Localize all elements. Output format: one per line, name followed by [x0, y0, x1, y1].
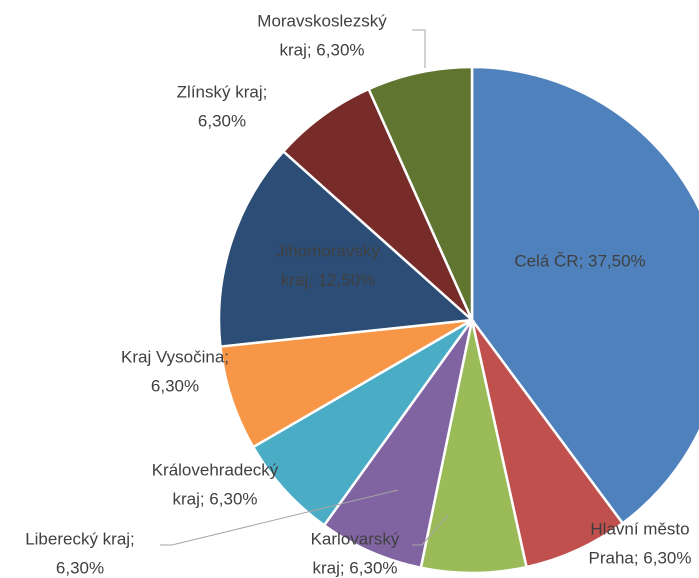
leader-line	[412, 29, 426, 68]
data-label: Praha; 6,30%	[588, 548, 691, 567]
leader-line	[160, 489, 399, 546]
pie-slice	[470, 65, 699, 526]
pie-slice	[367, 65, 474, 321]
data-label: 6,30%	[198, 111, 246, 130]
data-label: Zlínský kraj;	[177, 82, 268, 101]
data-label: Královehradecký	[152, 460, 279, 479]
data-label: kraj; 6,30%	[279, 40, 364, 59]
pie-slice	[470, 319, 625, 569]
data-label: Liberecký kraj;	[25, 529, 135, 548]
data-label: Jihomoravský	[276, 241, 380, 260]
pie-slice	[281, 87, 474, 321]
pie-slice	[251, 318, 474, 528]
data-label: kraj; 12,50%	[281, 270, 376, 289]
data-label: kraj; 6,30%	[312, 558, 397, 577]
data-label: 6,30%	[151, 376, 199, 395]
pie-slice	[217, 149, 475, 348]
data-label: 6,30%	[56, 558, 104, 577]
pie-slice	[219, 318, 473, 449]
data-label: Moravskoslezský	[257, 11, 387, 30]
pie-slice	[322, 319, 474, 570]
data-label: Karlovarský	[311, 529, 400, 548]
pie-slice	[419, 319, 528, 575]
data-label: Hlavní město	[590, 519, 689, 538]
data-label: Celá ČR; 37,50%	[514, 251, 645, 270]
data-label: kraj; 6,30%	[172, 489, 257, 508]
data-label: Kraj Vysočina;	[121, 347, 229, 366]
leader-line	[412, 514, 449, 546]
